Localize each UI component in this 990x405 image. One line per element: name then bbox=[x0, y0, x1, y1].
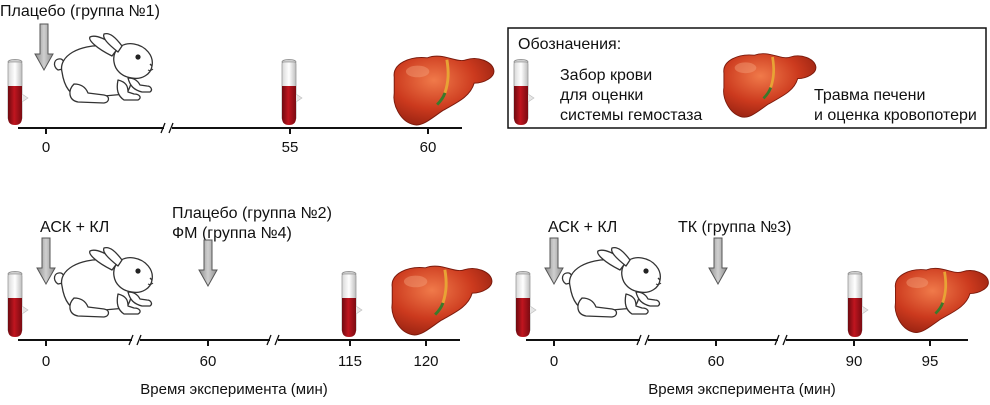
legend-liver-line: Травма печени bbox=[814, 87, 925, 104]
panel-groups-2-4: АСК + КЛ Плацебо (группа №2) ФМ (группа … bbox=[7, 205, 494, 398]
tick-label: 0 bbox=[550, 353, 558, 370]
legend-blood-line: системы гемостаза bbox=[560, 107, 702, 124]
panel3-label-mid: ТК (группа №3) bbox=[678, 219, 791, 236]
legend-box: Обозначения: Забор крови для оценки сист… bbox=[507, 27, 987, 129]
blood-tube-icon bbox=[7, 270, 29, 338]
down-arrow-icon bbox=[544, 237, 564, 285]
rabbit-icon bbox=[53, 246, 154, 318]
blood-tube-icon bbox=[281, 58, 303, 126]
down-arrow-icon bbox=[708, 237, 728, 285]
liver-icon bbox=[893, 266, 990, 334]
legend-blood-line: Забор крови bbox=[560, 67, 652, 84]
legend-liver-line: и оценка кровопотери bbox=[814, 107, 977, 124]
legend-title: Обозначения: bbox=[518, 36, 621, 53]
tick-label: 115 bbox=[338, 353, 362, 370]
timeline-axis bbox=[18, 334, 460, 346]
tick-label: 95 bbox=[922, 353, 939, 370]
tick-label: 55 bbox=[282, 139, 299, 156]
down-arrow-icon bbox=[36, 237, 56, 285]
liver-icon bbox=[390, 264, 494, 337]
panel-group-3: АСК + КЛ ТК (группа №3) 0 60 90 95 Время… bbox=[515, 219, 990, 398]
tick-label: 0 bbox=[42, 139, 50, 156]
panel3-label-left: АСК + КЛ bbox=[548, 219, 617, 236]
blood-tube-icon bbox=[515, 270, 537, 338]
tick-label: 60 bbox=[200, 353, 217, 370]
blood-tube-icon bbox=[341, 270, 363, 338]
tick-label: 120 bbox=[413, 353, 438, 370]
axis-title: Время эксперимента (мин) bbox=[140, 381, 327, 398]
tick-label: 90 bbox=[846, 353, 863, 370]
timeline-axis bbox=[526, 334, 968, 346]
timeline-axis bbox=[18, 122, 462, 134]
down-arrow-icon bbox=[198, 239, 218, 287]
blood-tube-icon bbox=[7, 58, 29, 126]
down-arrow-icon bbox=[34, 23, 54, 71]
liver-icon bbox=[392, 54, 496, 127]
panel-placebo-group-1: Плацебо (группа №1) 0 55 60 bbox=[0, 3, 496, 156]
blood-tube-icon bbox=[847, 270, 869, 338]
rabbit-icon bbox=[53, 32, 154, 104]
tick-label: 60 bbox=[708, 353, 725, 370]
panel1-label: Плацебо (группа №1) bbox=[0, 3, 160, 20]
tick-label: 0 bbox=[42, 353, 50, 370]
axis-title: Время эксперимента (мин) bbox=[648, 381, 835, 398]
legend-blood-line: для оценки bbox=[560, 87, 643, 104]
panel2-label-mid: Плацебо (группа №2) bbox=[172, 205, 332, 222]
panel2-label-left: АСК + КЛ bbox=[40, 219, 109, 236]
tick-label: 60 bbox=[420, 139, 437, 156]
panel2-label-mid: ФМ (группа №4) bbox=[172, 225, 292, 242]
rabbit-icon bbox=[561, 246, 662, 318]
